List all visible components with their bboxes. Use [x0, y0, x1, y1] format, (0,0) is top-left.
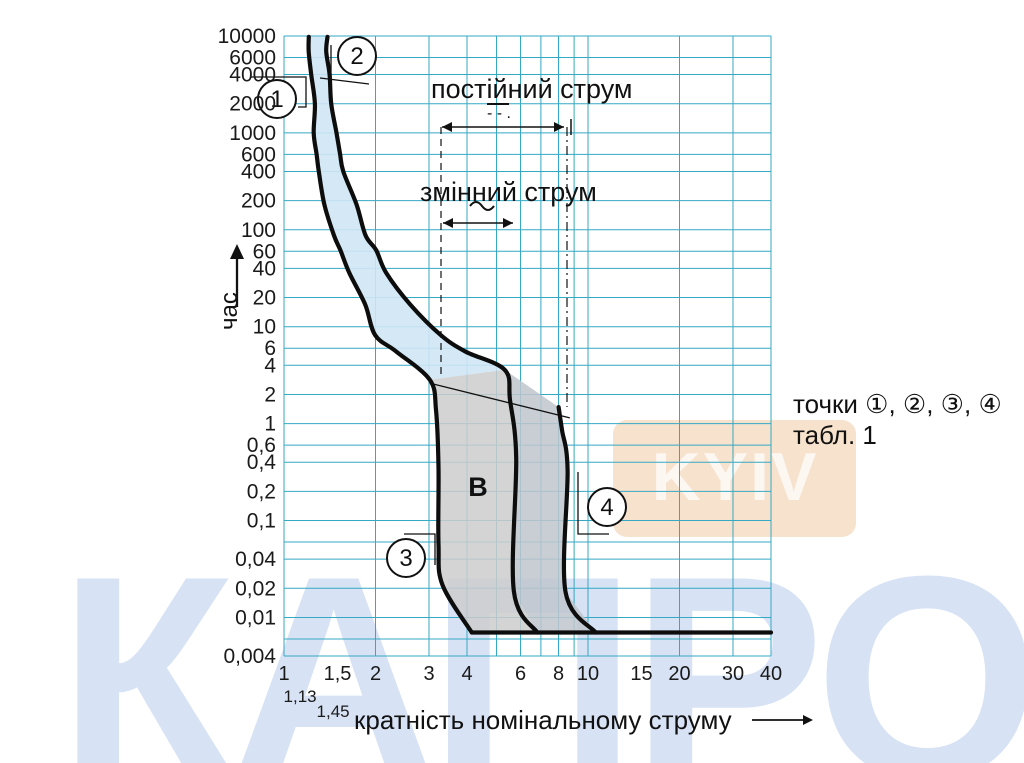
svg-text:точки ①, ②, ③, ④: точки ①, ②, ③, ④	[793, 389, 1002, 419]
svg-text:0,1: 0,1	[247, 510, 276, 533]
svg-text:2: 2	[370, 663, 381, 685]
svg-text:табл. 1: табл. 1	[793, 420, 877, 450]
svg-text:10: 10	[577, 663, 599, 685]
svg-text:40: 40	[760, 663, 782, 685]
svg-text:2: 2	[350, 43, 363, 70]
svg-text:0,2: 0,2	[247, 480, 276, 503]
svg-text:15: 15	[630, 663, 652, 685]
svg-text:1,13: 1,13	[284, 687, 317, 706]
svg-text:200: 200	[241, 190, 276, 213]
svg-text:10000: 10000	[218, 25, 276, 48]
svg-text:30: 30	[722, 663, 744, 685]
svg-text:- - .: - - .	[487, 105, 511, 122]
svg-text:20: 20	[668, 663, 690, 685]
svg-text:2: 2	[264, 384, 276, 407]
svg-text:1: 1	[264, 413, 276, 436]
svg-text:KYIV: KYIV	[652, 439, 819, 515]
svg-text:400: 400	[241, 161, 276, 184]
svg-text:0,01: 0,01	[235, 606, 276, 629]
svg-text:3: 3	[423, 663, 434, 685]
svg-text:B: B	[468, 472, 488, 502]
svg-text:постійний струм: постійний струм	[431, 74, 633, 104]
svg-text:час: час	[216, 292, 243, 330]
svg-text:4000: 4000	[229, 64, 276, 87]
svg-text:40: 40	[253, 257, 276, 280]
svg-text:кратність номінальному струму: кратність номінальному струму	[354, 705, 732, 735]
svg-text:1000: 1000	[229, 122, 276, 145]
svg-text:20: 20	[253, 287, 276, 310]
svg-text:100: 100	[241, 219, 276, 242]
svg-text:0,004: 0,004	[223, 645, 276, 668]
svg-text:1,5: 1,5	[324, 663, 352, 685]
svg-text:6: 6	[515, 663, 526, 685]
svg-text:1: 1	[278, 663, 289, 685]
svg-text:3: 3	[399, 545, 412, 572]
svg-text:4: 4	[461, 663, 472, 685]
svg-text:змінний струм: змінний струм	[420, 177, 597, 207]
svg-text:2000: 2000	[229, 93, 276, 116]
svg-text:10: 10	[253, 316, 276, 339]
svg-text:4: 4	[600, 494, 613, 521]
svg-text:0,4: 0,4	[247, 451, 277, 474]
svg-text:0,02: 0,02	[235, 577, 276, 600]
svg-text:4: 4	[264, 354, 276, 377]
svg-text:1,45: 1,45	[317, 702, 350, 721]
svg-text:0,04: 0,04	[235, 548, 276, 571]
svg-text:8: 8	[553, 663, 564, 685]
